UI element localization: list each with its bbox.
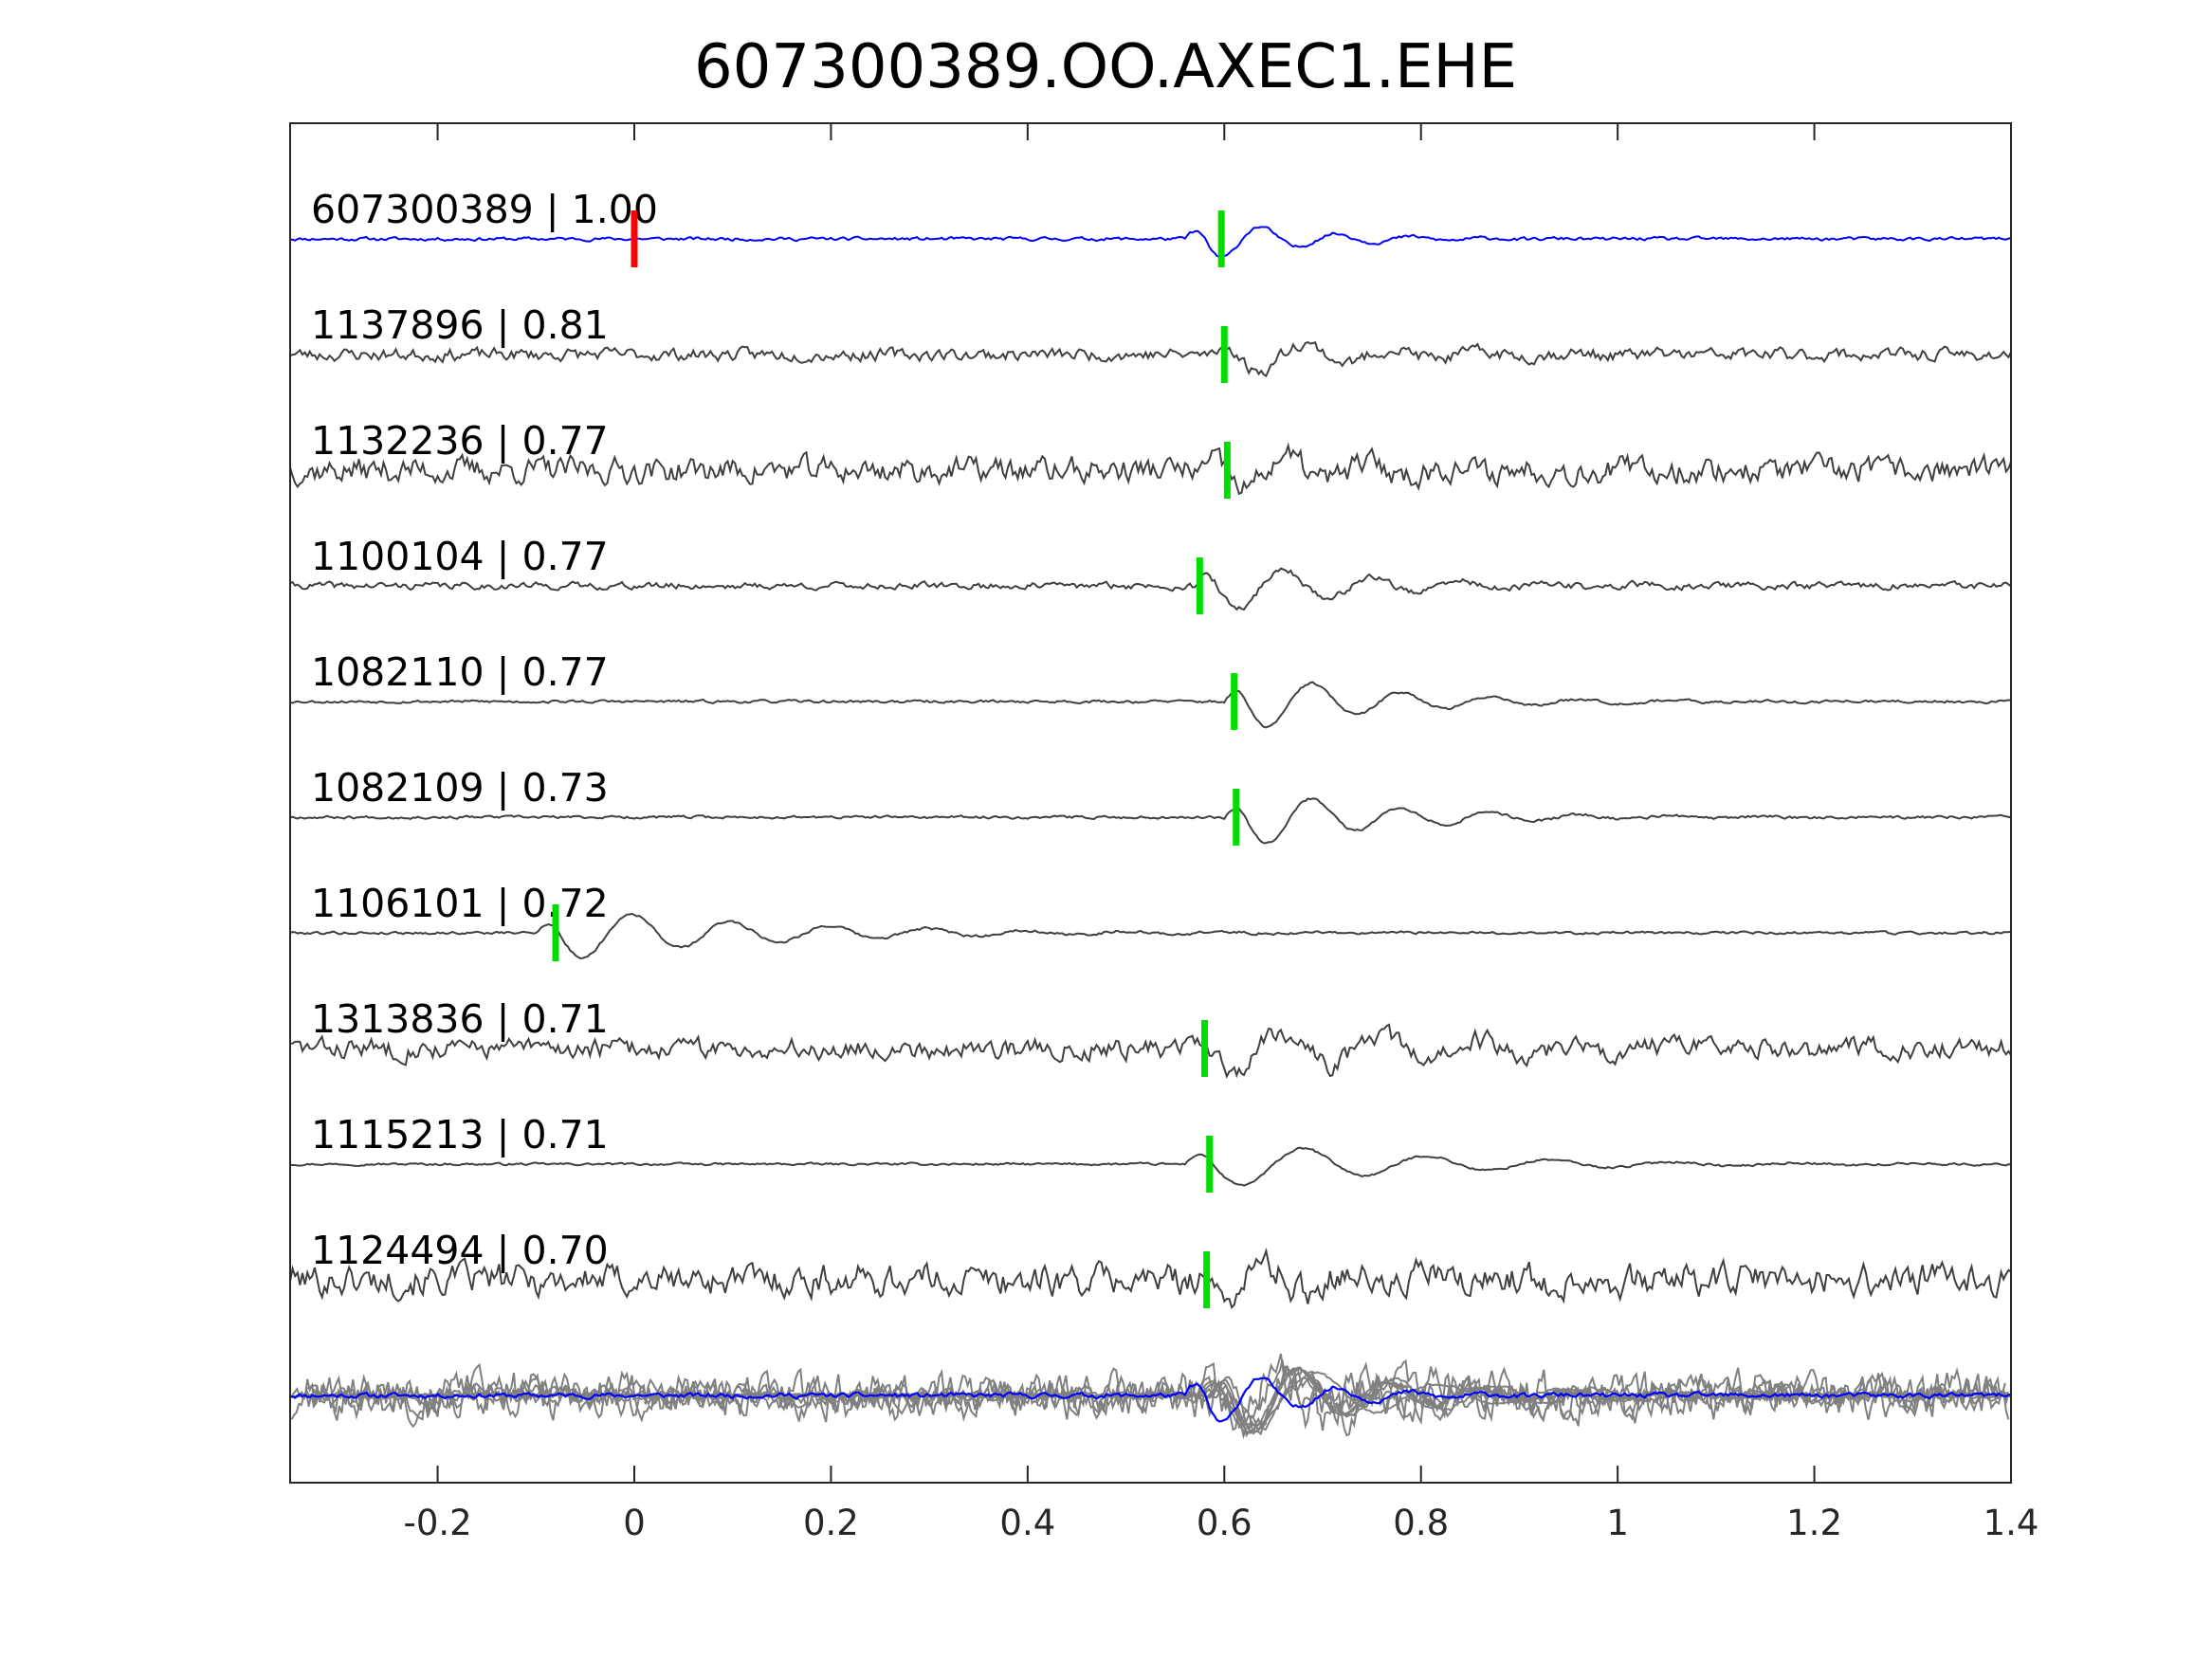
- trace-label-1313836: 1313836 | 0.71: [311, 996, 609, 1042]
- trace-label-1082110: 1082110 | 0.77: [311, 649, 609, 695]
- trace-label-1082109: 1082109 | 0.73: [311, 765, 609, 811]
- trace-line-1106101: [289, 912, 2012, 959]
- trace-line-1082109: [289, 797, 2012, 845]
- stack-line-1106101: [955, 1366, 2011, 1434]
- trace-line-1313836: [289, 1023, 2012, 1080]
- chart-title: 607300389.OO.AXEC1.EHE: [694, 32, 1517, 102]
- trace-line-607300389: [289, 226, 2012, 259]
- x-tick-label: 1: [1606, 1503, 1629, 1543]
- trace-label-1115213: 1115213 | 0.71: [311, 1112, 609, 1158]
- trace-line-1115213: [289, 1146, 2012, 1187]
- x-tick-label: -0.2: [403, 1503, 471, 1543]
- trace-label-1100104: 1100104 | 0.77: [311, 534, 609, 579]
- trace-label-1124494: 1124494 | 0.70: [311, 1228, 609, 1273]
- trace-line-1132236: [289, 442, 2012, 496]
- trace-label-607300389: 607300389 | 1.00: [311, 187, 658, 232]
- trace-line-1100104: [289, 567, 2012, 611]
- x-axis: -0.2 0 0.2 0.4 0.6 0.8 1 1.2 1.4: [403, 123, 2038, 1543]
- x-tick-label: 1.2: [1786, 1503, 1842, 1543]
- plot-area: 607300389 | 1.00 1137896 | 0.81 1132236 | …: [289, 187, 2012, 1440]
- trace-label-1132236: 1132236 | 0.77: [311, 418, 609, 464]
- axes-box: [289, 122, 2012, 1484]
- stack-line-607300389: [289, 1376, 2012, 1423]
- x-tick-label: 0.8: [1393, 1503, 1449, 1543]
- trace-label-1137896: 1137896 | 0.81: [311, 302, 609, 348]
- x-tick-label: 0.6: [1197, 1503, 1252, 1543]
- x-tick-label: 0.4: [999, 1503, 1055, 1543]
- trace-label-1106101: 1106101 | 0.72: [311, 881, 609, 926]
- trace-line-1137896: [289, 340, 2012, 378]
- x-tick-label: 1.4: [1983, 1503, 2039, 1543]
- trace-line-1082110: [289, 681, 2012, 729]
- x-tick-label: 0: [623, 1503, 646, 1543]
- stack-line-1124494: [303, 1353, 2010, 1438]
- x-tick-label: 0.2: [803, 1503, 859, 1543]
- trace-line-1124494: [289, 1248, 2012, 1310]
